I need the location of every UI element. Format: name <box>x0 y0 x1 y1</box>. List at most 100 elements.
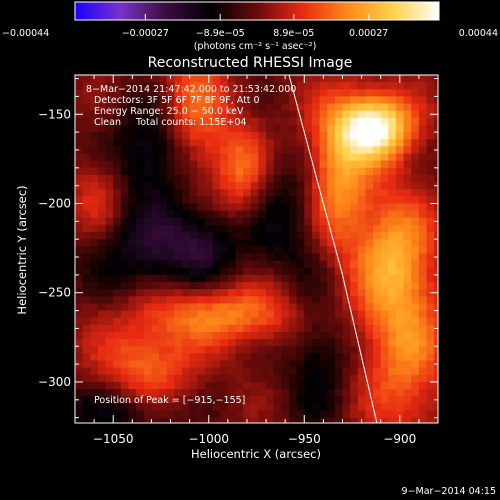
heatmap-cell <box>75 132 84 140</box>
heatmap-cell <box>105 89 114 98</box>
heatmap-cell <box>327 117 336 126</box>
heatmap-cell <box>342 146 351 155</box>
heatmap-cell <box>311 381 321 390</box>
heatmap-cell <box>136 224 145 233</box>
heatmap-cell <box>373 396 382 404</box>
heatmap-cell <box>418 417 428 423</box>
heatmap-cell <box>128 103 137 112</box>
heatmap-cell <box>311 146 321 155</box>
heatmap-cell <box>128 239 137 247</box>
heatmap-cell <box>189 260 198 269</box>
heatmap-cell <box>189 310 198 319</box>
heatmap-cell <box>411 174 420 183</box>
heatmap-cell <box>357 339 366 347</box>
heatmap-cell <box>296 381 305 390</box>
heatmap-cell <box>319 410 328 419</box>
heatmap-cell <box>174 89 183 98</box>
heatmap-cell <box>334 303 344 312</box>
heatmap-cell <box>204 160 214 169</box>
heatmap-cell <box>273 224 282 233</box>
heatmap-cell <box>120 339 130 347</box>
heatmap-cell <box>151 160 160 169</box>
heatmap-cell <box>90 310 99 319</box>
heatmap-cell <box>403 289 412 297</box>
heatmap-cell <box>235 167 244 176</box>
heatmap-cell <box>227 146 237 155</box>
heatmap-cell <box>181 124 191 133</box>
heatmap-cell <box>113 75 122 83</box>
heatmap-cell <box>212 339 221 347</box>
heatmap-cell <box>258 246 267 255</box>
heatmap-cell <box>395 353 405 362</box>
heatmap-cell <box>120 160 130 169</box>
heatmap-cell <box>174 174 183 183</box>
heatmap-cell <box>97 96 107 105</box>
heatmap-cell <box>113 417 122 423</box>
heatmap-cell <box>136 232 145 240</box>
heatmap-cell <box>266 324 275 333</box>
heatmap-cell <box>75 367 84 376</box>
heatmap-cell <box>151 217 160 226</box>
heatmap-cell <box>350 239 359 247</box>
heatmap-cell <box>403 103 412 112</box>
heatmap-cell <box>380 117 389 126</box>
heatmap-cell <box>281 232 290 240</box>
heatmap-cell <box>426 217 435 226</box>
heatmap-cell <box>90 160 99 169</box>
heatmap-cell <box>82 210 91 219</box>
heatmap-cell <box>388 117 397 126</box>
heatmap-cell <box>227 167 237 176</box>
heatmap-cell <box>151 317 160 326</box>
heatmap-cell <box>418 317 428 326</box>
heatmap-cell <box>357 96 366 105</box>
heatmap-cell <box>97 89 107 98</box>
heatmap-cell <box>327 217 336 226</box>
heatmap-cell <box>113 267 122 276</box>
heatmap-cell <box>304 282 313 290</box>
heatmap-cell <box>120 246 130 255</box>
heatmap-cell <box>204 260 214 269</box>
heatmap-cell <box>395 381 405 390</box>
heatmap-cell <box>105 360 114 369</box>
heatmap-cell <box>151 82 160 90</box>
heatmap-cell <box>296 160 305 169</box>
heatmap-cell <box>120 224 130 233</box>
heatmap-cell <box>212 124 221 133</box>
heatmap-cell <box>288 210 298 219</box>
heatmap-cell <box>311 210 321 219</box>
heatmap-cell <box>250 324 260 333</box>
heatmap-cell <box>212 117 221 126</box>
heatmap-cell <box>97 182 107 190</box>
heatmap-cell <box>258 217 267 226</box>
heatmap-cell <box>97 374 107 383</box>
heatmap-cell <box>82 203 91 212</box>
heatmap-cell <box>395 346 405 354</box>
heatmap-cell <box>97 174 107 183</box>
heatmap-cell <box>250 160 260 169</box>
heatmap-cell <box>82 260 91 269</box>
heatmap-cell <box>418 167 428 176</box>
heatmap-cell <box>220 260 229 269</box>
heatmap-cell <box>151 381 160 390</box>
heatmap-cell <box>120 403 130 412</box>
heatmap-cell <box>273 132 282 140</box>
heatmap-cell <box>342 253 351 262</box>
heatmap-cell <box>350 260 359 269</box>
heatmap-cell <box>105 110 114 119</box>
heatmap-cell <box>373 146 382 155</box>
heatmap-cell <box>281 289 290 297</box>
heatmap-cell <box>75 232 84 240</box>
heatmap-cell <box>380 274 389 283</box>
heatmap-cell <box>388 124 397 133</box>
heatmap-cell <box>151 282 160 290</box>
heatmap-cell <box>197 253 206 262</box>
heatmap-cell <box>403 417 412 423</box>
heatmap-cell <box>281 267 290 276</box>
heatmap-cell <box>189 324 198 333</box>
heatmap-cell <box>380 331 389 340</box>
heatmap-cell <box>350 360 359 369</box>
heatmap-cell <box>212 360 221 369</box>
heatmap-cell <box>319 303 328 312</box>
heatmap-cell <box>250 403 260 412</box>
heatmap-cell <box>82 117 91 126</box>
